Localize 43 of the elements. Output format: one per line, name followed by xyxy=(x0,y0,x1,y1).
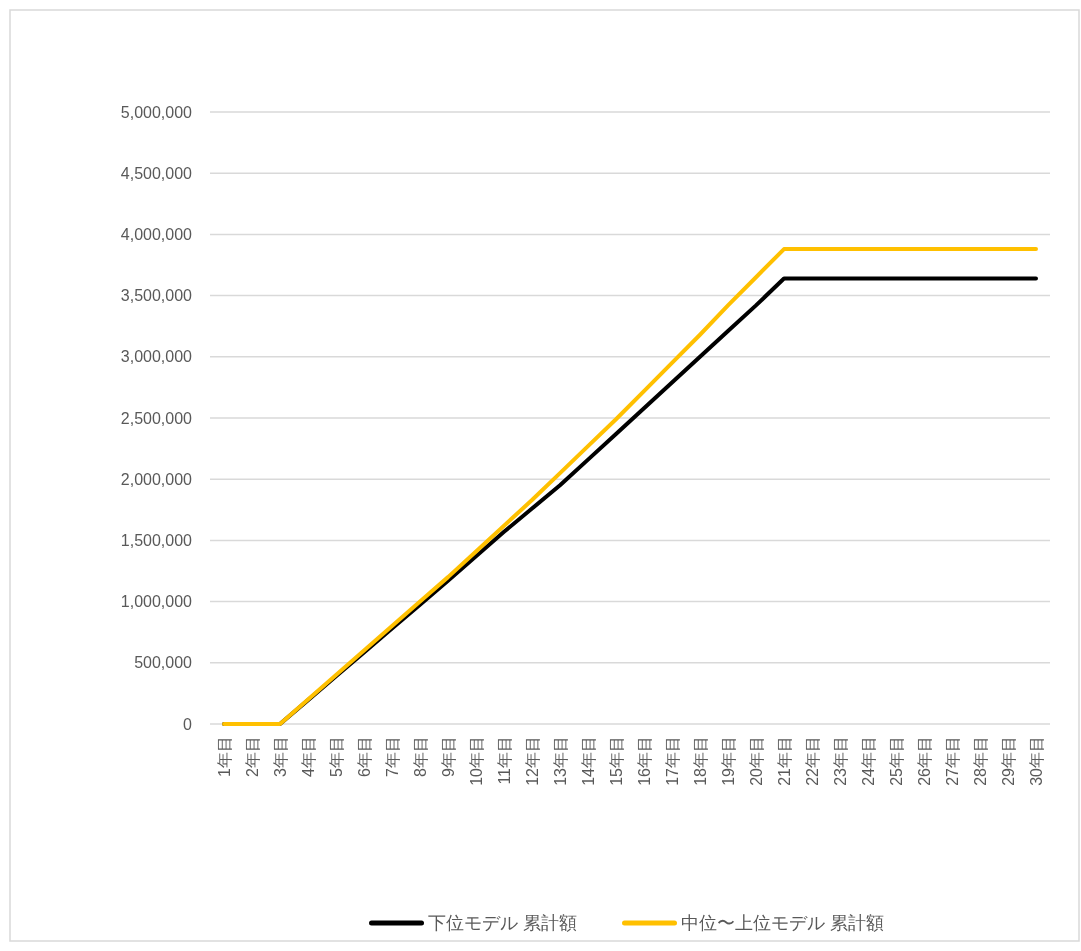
x-tick-label: 19年目 xyxy=(720,736,737,786)
y-tick-label: 1,000,000 xyxy=(120,593,193,611)
y-tick-label: 4,500,000 xyxy=(120,164,193,182)
x-tick-label: 12年目 xyxy=(524,736,541,786)
x-tick-label: 30年目 xyxy=(1028,736,1045,786)
x-tick-label: 23年目 xyxy=(832,736,849,786)
x-tick-label: 5年目 xyxy=(328,736,345,777)
x-tick-label: 9年目 xyxy=(440,736,457,777)
x-tick-label: 2年目 xyxy=(244,736,261,777)
x-tick-label: 10年目 xyxy=(468,736,485,786)
y-tick-label: 4,000,000 xyxy=(120,226,193,243)
y-tick-label: 0 xyxy=(183,715,193,733)
x-tick-label: 27年目 xyxy=(944,736,961,786)
x-tick-label: 13年目 xyxy=(552,736,569,786)
x-tick-label: 11年目 xyxy=(496,736,513,785)
y-tick-label: 1,500,000 xyxy=(120,532,193,549)
y-tick-label: 2,500,000 xyxy=(120,409,193,427)
x-tick-label: 1年目 xyxy=(216,736,233,777)
legend-label: 下位モデル 累計額 xyxy=(427,913,577,934)
y-tick-label: 500,000 xyxy=(134,654,193,672)
x-tick-label: 24年目 xyxy=(860,736,877,786)
x-tick-label: 17年目 xyxy=(664,736,681,786)
x-tick-label: 18年目 xyxy=(692,736,709,786)
x-tick-label: 7年目 xyxy=(384,736,401,777)
x-tick-label: 26年目 xyxy=(916,736,933,786)
x-tick-label: 15年目 xyxy=(608,736,625,786)
y-tick-label: 5,000,000 xyxy=(120,103,193,121)
x-tick-label: 25年目 xyxy=(888,736,905,786)
x-tick-label: 20年目 xyxy=(748,736,765,786)
y-tick-label: 2,000,000 xyxy=(120,470,193,488)
y-tick-label: 3,500,000 xyxy=(120,287,193,305)
x-tick-label: 22年目 xyxy=(804,736,821,786)
x-tick-label: 16年目 xyxy=(636,736,653,786)
x-tick-label: 4年目 xyxy=(300,736,317,777)
x-tick-label: 8年目 xyxy=(412,736,429,777)
x-tick-label: 3年目 xyxy=(272,736,289,777)
x-tick-label: 21年目 xyxy=(776,736,793,786)
legend-label: 中位〜上位モデル 累計額 xyxy=(680,913,884,934)
x-tick-label: 29年目 xyxy=(1000,736,1017,786)
x-tick-label: 28年目 xyxy=(972,736,989,786)
y-tick-label: 3,000,000 xyxy=(120,348,193,366)
x-tick-label: 14年目 xyxy=(580,736,597,786)
x-tick-label: 6年目 xyxy=(356,736,373,777)
